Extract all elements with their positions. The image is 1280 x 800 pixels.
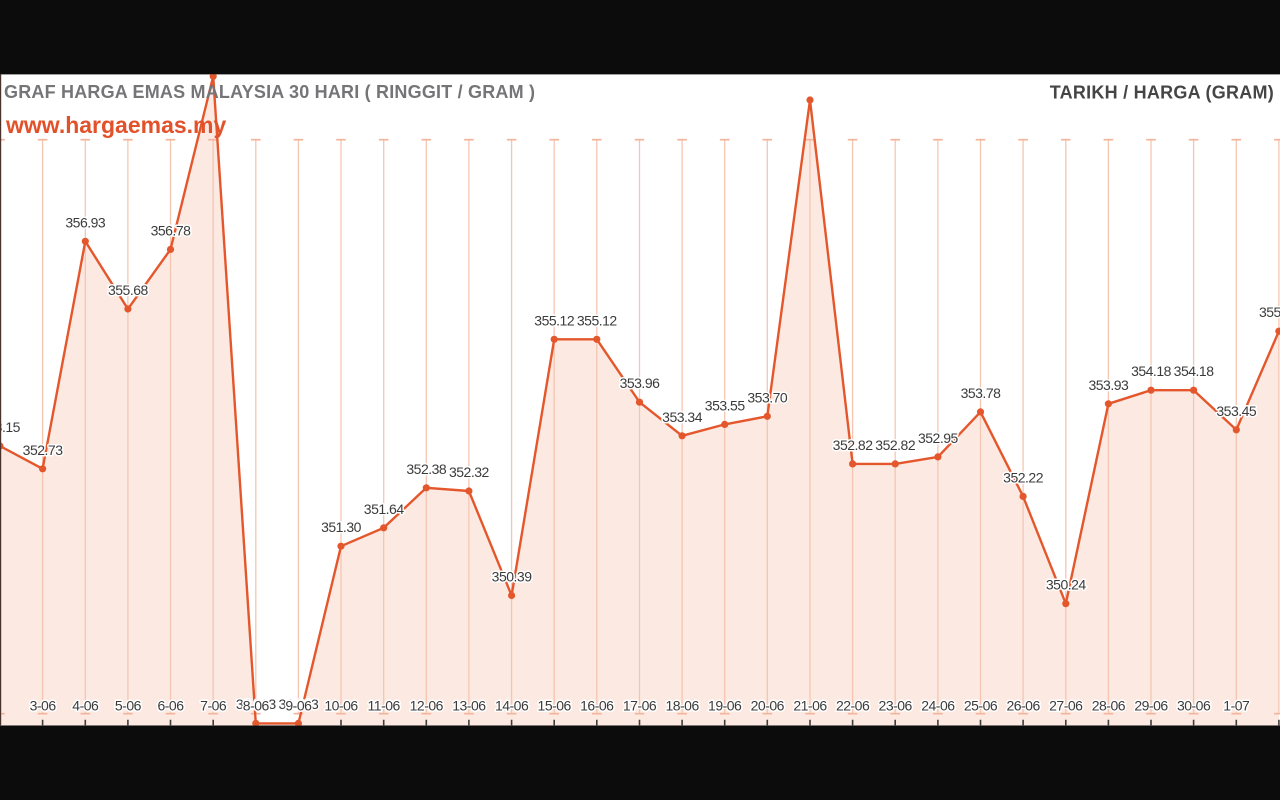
- svg-text:353.96: 353.96: [620, 375, 661, 391]
- svg-text:355.12: 355.12: [534, 312, 575, 328]
- svg-text:353.34: 353.34: [662, 409, 703, 425]
- svg-text:353.70: 353.70: [747, 389, 788, 405]
- svg-text:TARIKH / HARGA (GRAM): TARIKH / HARGA (GRAM): [1050, 82, 1274, 102]
- svg-text:10-06: 10-06: [324, 697, 358, 713]
- svg-text:30-06: 30-06: [1177, 697, 1211, 713]
- svg-text:9-06: 9-06: [285, 697, 312, 713]
- svg-text:39.063: 39.063: [278, 696, 319, 712]
- svg-text:355.12: 355.12: [577, 312, 618, 328]
- svg-text:1-07: 1-07: [1223, 697, 1250, 713]
- svg-text:15-06: 15-06: [538, 697, 572, 713]
- svg-text:353.55: 353.55: [705, 397, 746, 413]
- svg-text:17-06: 17-06: [623, 697, 657, 713]
- svg-text:352.82: 352.82: [833, 437, 874, 453]
- svg-text:8-06: 8-06: [243, 697, 270, 713]
- svg-text:12-06: 12-06: [410, 697, 444, 713]
- svg-text:25-06: 25-06: [964, 697, 998, 713]
- svg-text:19-06: 19-06: [708, 697, 742, 713]
- svg-text:352.38: 352.38: [406, 461, 447, 477]
- svg-text:GRAF HARGA EMAS MALAYSIA 30 HA: GRAF HARGA EMAS MALAYSIA 30 HARI ( RINGG…: [4, 82, 535, 102]
- svg-text:352.32: 352.32: [449, 464, 490, 480]
- svg-text:27-06: 27-06: [1049, 697, 1083, 713]
- svg-text:354.18: 354.18: [1174, 363, 1215, 379]
- svg-text:355.27: 355.27: [1259, 304, 1280, 320]
- svg-text:353.15: 353.15: [0, 419, 21, 435]
- svg-text:4-06: 4-06: [72, 697, 99, 713]
- svg-text:11-06: 11-06: [368, 697, 401, 713]
- svg-text:355.68: 355.68: [108, 282, 149, 298]
- svg-text:26-06: 26-06: [1006, 697, 1040, 713]
- svg-text:20-06: 20-06: [751, 697, 785, 713]
- svg-text:350.39: 350.39: [492, 569, 533, 585]
- svg-text:7-06: 7-06: [200, 697, 227, 713]
- svg-text:352.73: 352.73: [23, 442, 64, 458]
- svg-text:18-06: 18-06: [665, 697, 699, 713]
- svg-text:16-06: 16-06: [580, 697, 614, 713]
- svg-text:22-06: 22-06: [836, 697, 870, 713]
- svg-text:356.93: 356.93: [65, 214, 106, 230]
- svg-text:28-06: 28-06: [1092, 697, 1126, 713]
- svg-text:352.22: 352.22: [1003, 469, 1044, 485]
- svg-text:23-06: 23-06: [879, 697, 913, 713]
- svg-text:353.93: 353.93: [1088, 377, 1129, 393]
- svg-text:21-06: 21-06: [793, 697, 827, 713]
- svg-text:29-06: 29-06: [1134, 697, 1168, 713]
- svg-text:3-06: 3-06: [30, 697, 57, 713]
- svg-text:351.64: 351.64: [364, 501, 405, 517]
- svg-text:14-06: 14-06: [495, 697, 529, 713]
- svg-text:354.18: 354.18: [1131, 363, 1172, 379]
- svg-text:352.82: 352.82: [875, 437, 916, 453]
- svg-text:38.063: 38.063: [236, 696, 277, 712]
- svg-text:353.45: 353.45: [1216, 403, 1257, 419]
- svg-text:www.hargaemas.my: www.hargaemas.my: [5, 112, 227, 138]
- svg-text:351.30: 351.30: [321, 519, 362, 535]
- svg-text:5-06: 5-06: [115, 697, 142, 713]
- svg-text:352.95: 352.95: [918, 430, 959, 446]
- svg-text:353.78: 353.78: [961, 385, 1002, 401]
- svg-text:350.24: 350.24: [1046, 577, 1087, 593]
- svg-text:13-06: 13-06: [452, 697, 486, 713]
- svg-text:6-06: 6-06: [157, 697, 184, 713]
- svg-text:356.78: 356.78: [151, 222, 192, 238]
- svg-text:24-06: 24-06: [921, 697, 955, 713]
